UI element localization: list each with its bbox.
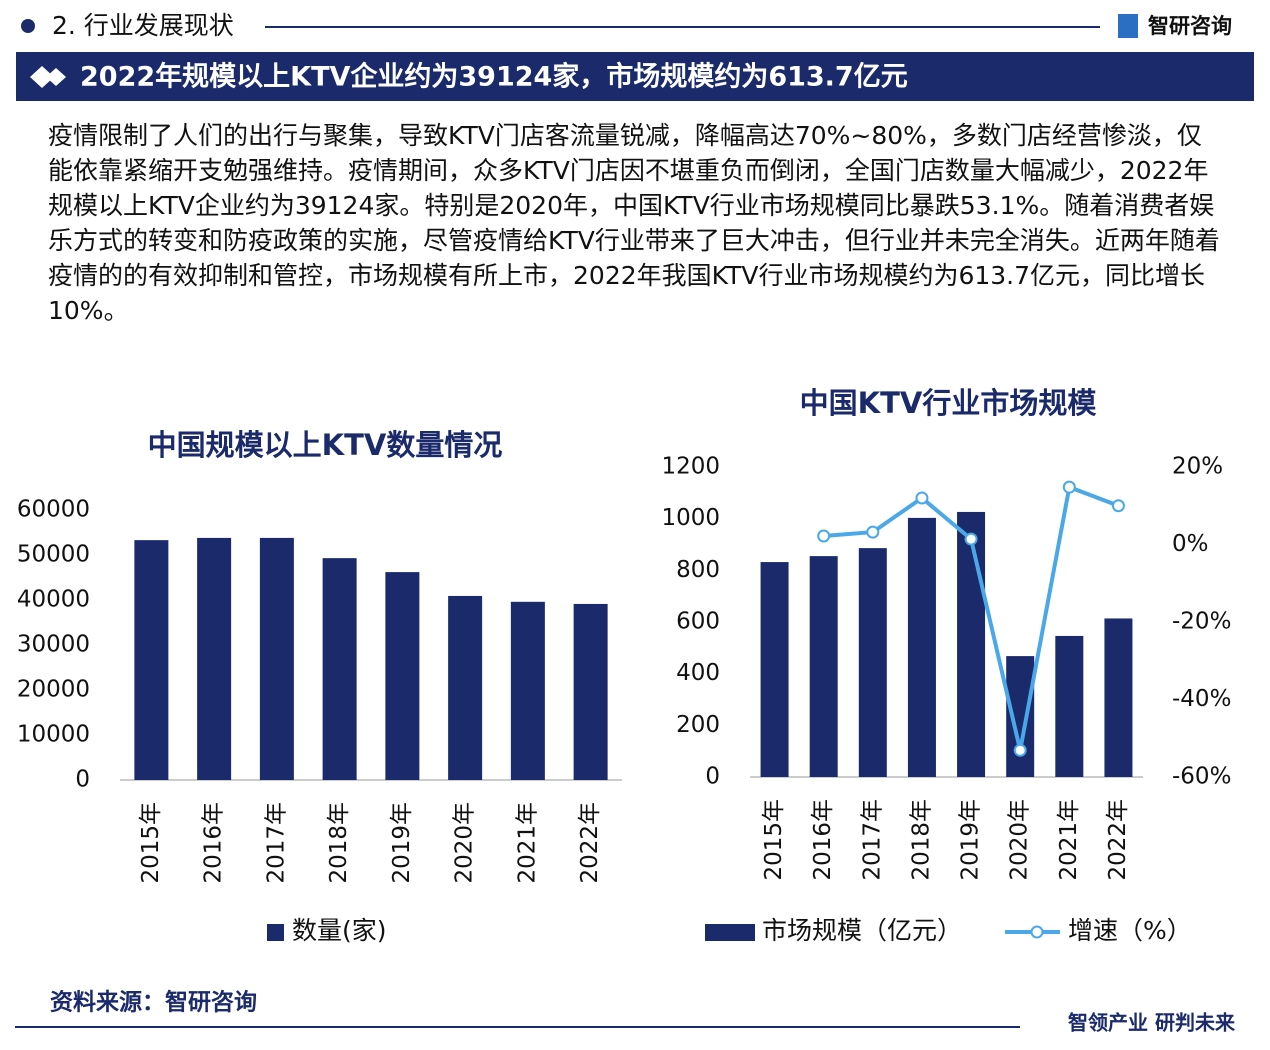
y-tick-label: 60000 — [17, 497, 90, 523]
y-tick-label: 1000 — [661, 505, 720, 531]
x-tick-label: 2018年 — [908, 799, 934, 881]
chart-title: 中国KTV行业市场规模 — [800, 386, 1098, 420]
x-tick-label: 2020年 — [1007, 799, 1033, 881]
paragraph: 疫情限制了人们的出行与聚集，导致KTV门店客流量锐减，降幅高达70%~80%，多… — [48, 121, 1220, 325]
y-tick-label: 50000 — [17, 542, 90, 568]
y-tick-label: 0 — [705, 764, 720, 790]
x-tick-label: 2021年 — [514, 802, 540, 884]
logo-icon — [1118, 14, 1138, 38]
y2-tick-label: 0% — [1172, 531, 1209, 557]
y-tick-label: 400 — [676, 660, 720, 686]
x-tick-label: 2022年 — [1105, 799, 1131, 881]
slogan: 智领产业 研判未来 — [1068, 1011, 1236, 1035]
y-tick-label: 10000 — [17, 722, 90, 748]
line-point — [1013, 743, 1027, 757]
banner-icon — [30, 66, 66, 88]
y2-tick-label: -40% — [1172, 686, 1231, 712]
line-point — [1062, 480, 1076, 494]
line-point — [964, 532, 978, 546]
line-point — [866, 525, 880, 539]
legend-swatch — [267, 924, 284, 941]
bar — [858, 548, 887, 777]
chart-title: 中国规模以上KTV数量情况 — [148, 428, 503, 462]
y-tick-label: 40000 — [17, 587, 90, 613]
bar — [573, 603, 608, 780]
banner-title: 2022年规模以上KTV企业约为39124家，市场规模约为613.7亿元 — [80, 61, 908, 93]
bar — [1104, 618, 1133, 777]
line-point — [1111, 499, 1125, 513]
legend-label: 市场规模（亿元） — [762, 916, 962, 945]
banner — [16, 52, 1254, 101]
bar — [957, 511, 986, 777]
y2-tick-label: -20% — [1172, 609, 1231, 635]
y-tick-label: 200 — [676, 712, 720, 738]
line-point — [915, 491, 929, 505]
x-tick-label: 2017年 — [263, 802, 289, 884]
bullet — [21, 19, 35, 33]
bar — [197, 537, 232, 780]
legend-marker — [1030, 925, 1044, 939]
section-title: 2. 行业发展现状 — [52, 11, 234, 40]
y-tick-label: 30000 — [17, 632, 90, 658]
x-tick-label: 2016年 — [810, 799, 836, 881]
bar — [448, 595, 483, 780]
bar — [385, 572, 420, 780]
bar — [760, 562, 789, 777]
y2-tick-label: -60% — [1172, 764, 1231, 790]
y-tick-label: 1200 — [661, 454, 720, 480]
logo-text: 智研咨询 — [1148, 14, 1232, 38]
x-tick-label: 2022年 — [577, 802, 603, 884]
x-tick-label: 2019年 — [958, 799, 984, 881]
legend-swatch — [705, 924, 755, 941]
x-tick-label: 2021年 — [1056, 799, 1082, 881]
x-tick-label: 2016年 — [201, 802, 227, 884]
bar — [809, 556, 838, 777]
y-tick-label: 800 — [676, 557, 720, 583]
x-tick-label: 2019年 — [389, 802, 415, 884]
bar — [907, 517, 936, 777]
bar — [259, 537, 294, 780]
bar — [322, 558, 357, 780]
bar — [1055, 635, 1084, 777]
legend-label: 数量(家) — [292, 916, 387, 945]
legend-label: 增速（%） — [1068, 916, 1192, 945]
line-point — [817, 529, 831, 543]
x-tick-label: 2020年 — [452, 802, 478, 884]
x-tick-label: 2017年 — [859, 799, 885, 881]
bar — [134, 540, 169, 780]
x-tick-label: 2018年 — [326, 802, 352, 884]
y-tick-label: 20000 — [17, 677, 90, 703]
source: 资料来源：智研咨询 — [50, 989, 257, 1016]
x-tick-label: 2015年 — [138, 802, 164, 884]
y-tick-label: 0 — [75, 767, 90, 793]
y2-tick-label: 20% — [1172, 454, 1223, 480]
y-tick-label: 600 — [676, 609, 720, 635]
bar — [510, 601, 545, 780]
x-tick-label: 2015年 — [761, 799, 787, 881]
